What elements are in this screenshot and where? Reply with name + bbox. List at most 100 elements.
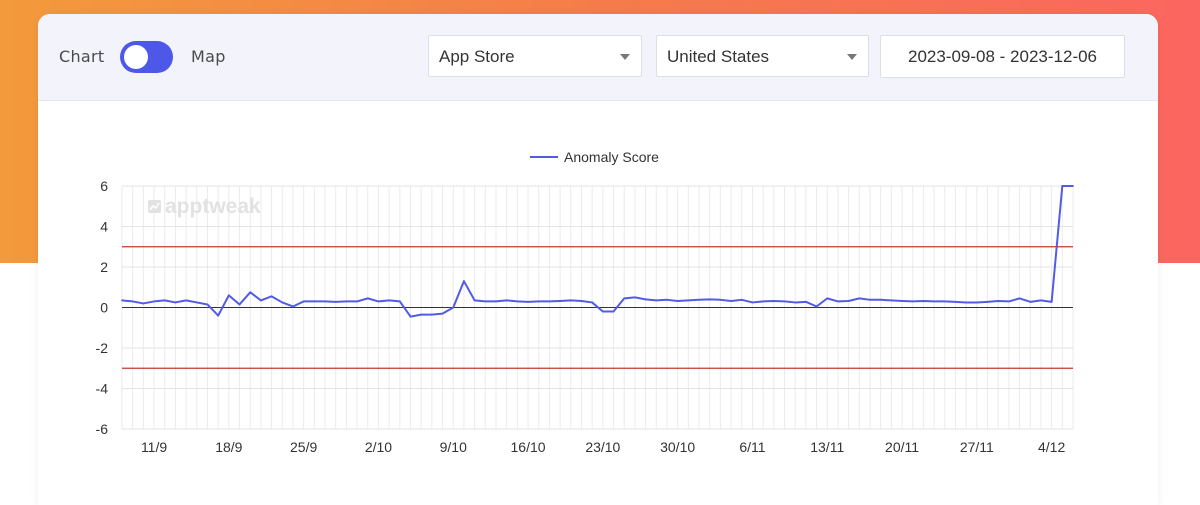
data-point xyxy=(783,300,786,303)
data-point xyxy=(142,302,145,305)
chart-toggle-label: Chart xyxy=(59,47,105,66)
data-point xyxy=(591,301,594,304)
data-point xyxy=(174,301,177,304)
toggle-knob xyxy=(124,45,148,69)
data-point xyxy=(719,298,722,301)
data-point xyxy=(751,301,754,304)
data-point xyxy=(687,299,690,302)
data-point xyxy=(131,300,134,303)
data-point xyxy=(837,300,839,303)
chevron-down-icon xyxy=(620,54,630,60)
data-point xyxy=(153,300,155,303)
data-point xyxy=(324,300,326,303)
data-point xyxy=(901,300,903,302)
data-point xyxy=(676,300,679,302)
data-point xyxy=(997,300,1000,302)
chart-map-toggle[interactable] xyxy=(120,41,173,73)
data-point xyxy=(708,298,711,301)
data-point xyxy=(559,300,562,302)
data-point xyxy=(334,300,337,303)
data-point xyxy=(260,299,262,302)
watermark-text: apptweak xyxy=(165,195,261,218)
data-point xyxy=(505,299,508,302)
data-point xyxy=(623,297,626,300)
data-point xyxy=(463,280,465,283)
data-point xyxy=(249,291,252,294)
data-point xyxy=(569,299,572,302)
store-select-value: App Store xyxy=(439,47,515,66)
data-point xyxy=(163,299,166,302)
map-toggle-label: Map xyxy=(191,47,226,66)
data-point xyxy=(195,301,198,304)
data-point xyxy=(965,301,968,304)
data-point xyxy=(527,300,529,303)
data-point xyxy=(1040,299,1042,302)
store-select[interactable]: App Store xyxy=(428,35,642,77)
data-point xyxy=(388,299,391,302)
data-point xyxy=(206,303,209,306)
data-point xyxy=(890,299,893,302)
data-point xyxy=(762,300,765,303)
data-point xyxy=(452,306,455,309)
data-point xyxy=(185,299,188,302)
x-tick-label: 18/9 xyxy=(215,439,242,455)
chevron-down-icon xyxy=(847,54,857,60)
x-tick-label: 27/11 xyxy=(960,439,994,455)
data-point xyxy=(313,300,316,303)
data-point xyxy=(1018,297,1021,300)
data-point xyxy=(644,298,647,301)
data-point xyxy=(473,299,476,302)
y-tick-label: -4 xyxy=(96,381,109,397)
data-point xyxy=(826,297,829,300)
x-tick-label: 6/11 xyxy=(739,439,765,455)
country-select[interactable]: United States xyxy=(656,35,869,77)
data-point xyxy=(740,298,743,301)
data-point xyxy=(975,301,978,304)
data-point xyxy=(366,297,369,300)
chart-card: Chart Map App Store United States 2023-0… xyxy=(38,14,1158,505)
y-tick-label: 0 xyxy=(100,300,108,316)
data-point xyxy=(398,300,401,303)
country-select-value: United States xyxy=(667,47,770,66)
y-tick-label: 4 xyxy=(100,219,108,235)
data-point xyxy=(409,315,412,318)
x-tick-label: 9/10 xyxy=(440,439,467,455)
data-point xyxy=(954,300,957,303)
data-point xyxy=(933,300,935,303)
x-tick-label: 23/10 xyxy=(585,439,620,455)
data-point xyxy=(772,300,775,302)
data-point xyxy=(986,300,989,303)
x-tick-label: 16/10 xyxy=(511,439,546,455)
x-tick-label: 4/12 xyxy=(1038,439,1065,455)
data-point xyxy=(879,298,882,301)
data-point xyxy=(420,313,423,316)
series-line-anomaly-score xyxy=(121,185,1073,318)
data-point xyxy=(847,300,850,302)
data-point xyxy=(217,314,220,317)
data-point xyxy=(227,294,230,297)
data-point xyxy=(516,300,519,303)
data-point xyxy=(238,303,241,306)
date-range-value: 2023-09-08 - 2023-12-06 xyxy=(907,47,1098,66)
filter-toolbar: Chart Map App Store United States 2023-0… xyxy=(38,14,1158,101)
data-point xyxy=(537,300,540,303)
date-range-picker[interactable]: 2023-09-08 - 2023-12-06 xyxy=(880,35,1125,78)
data-point xyxy=(1050,300,1053,303)
x-tick-label: 25/9 xyxy=(290,439,317,455)
data-point xyxy=(1072,185,1074,187)
data-point xyxy=(356,300,358,303)
data-point xyxy=(281,301,284,304)
data-point xyxy=(858,297,861,300)
x-tick-label: 20/11 xyxy=(885,439,919,455)
data-point xyxy=(943,300,946,303)
data-point xyxy=(377,300,380,303)
data-point xyxy=(1007,300,1010,303)
data-point xyxy=(484,300,487,303)
data-point xyxy=(730,300,732,302)
data-point xyxy=(633,296,636,299)
data-point xyxy=(911,300,914,303)
data-point xyxy=(548,300,551,303)
x-tick-label: 2/10 xyxy=(365,439,392,455)
legend-label[interactable]: Anomaly Score xyxy=(564,149,659,165)
x-tick-label: 30/10 xyxy=(660,439,695,455)
